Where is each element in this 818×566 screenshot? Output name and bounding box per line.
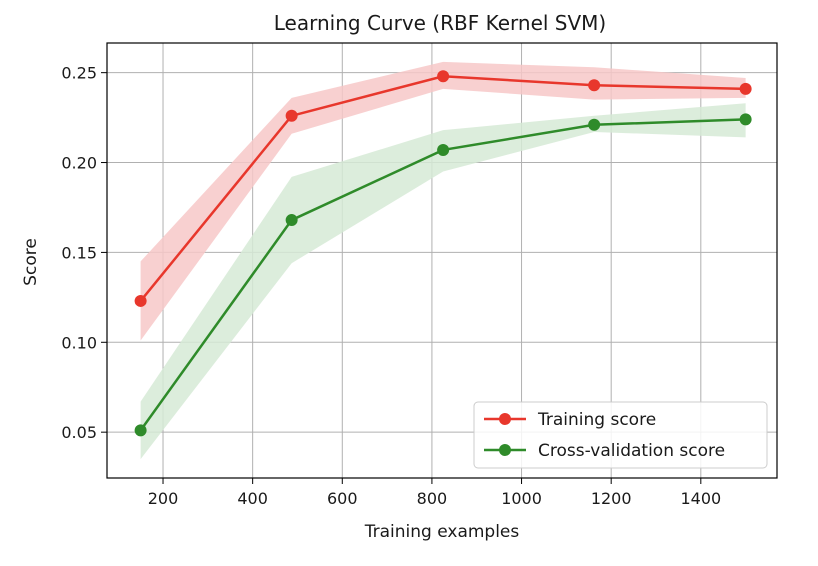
plot-area-frame (106, 42, 778, 479)
training-score-point (437, 70, 450, 83)
legend-marker-training (499, 413, 511, 425)
x-axis-ticks: 200 400 600 800 1000 1200 1400 (148, 478, 721, 508)
legend-marker-cross-validation (499, 444, 511, 456)
y-tick-label: 0.25 (61, 64, 97, 83)
x-tick-label: 800 (417, 489, 448, 508)
series-points (134, 70, 752, 437)
training-score-band (140, 61, 746, 341)
cross-validation-score-point (739, 113, 752, 126)
y-axis-label: Score (21, 238, 41, 286)
x-tick-label: 1200 (591, 489, 632, 508)
legend: Training score Cross-validation score (473, 401, 768, 469)
x-tick-label: 1400 (680, 489, 721, 508)
legend-label-training: Training score (537, 410, 656, 430)
y-tick-label: 0.20 (61, 154, 97, 173)
legend-label-cross-validation: Cross-validation score (538, 441, 725, 461)
training-score-point (285, 109, 298, 122)
cross-validation-score-point (588, 118, 601, 131)
y-tick-label: 0.15 (61, 243, 97, 262)
confidence-bands (140, 61, 746, 460)
legend-box (473, 401, 768, 469)
training-score-point (739, 82, 752, 95)
y-axis-ticks: 0.05 0.10 0.15 0.20 0.25 (61, 64, 107, 442)
training-score-point (588, 79, 601, 92)
y-tick-label: 0.05 (61, 423, 97, 442)
chart-title: Learning Curve (RBF Kernel SVM) (274, 11, 606, 35)
cross-validation-score-point (285, 214, 298, 227)
x-tick-label: 400 (237, 489, 268, 508)
training-score-point (134, 294, 147, 307)
y-tick-label: 0.10 (61, 333, 97, 352)
x-tick-label: 600 (327, 489, 358, 508)
x-axis-label: Training examples (364, 522, 520, 542)
cross-validation-score-band (140, 103, 746, 460)
cross-validation-score-point (134, 424, 147, 437)
cross-validation-score-point (437, 143, 450, 156)
x-tick-label: 1000 (501, 489, 542, 508)
x-tick-label: 200 (148, 489, 179, 508)
